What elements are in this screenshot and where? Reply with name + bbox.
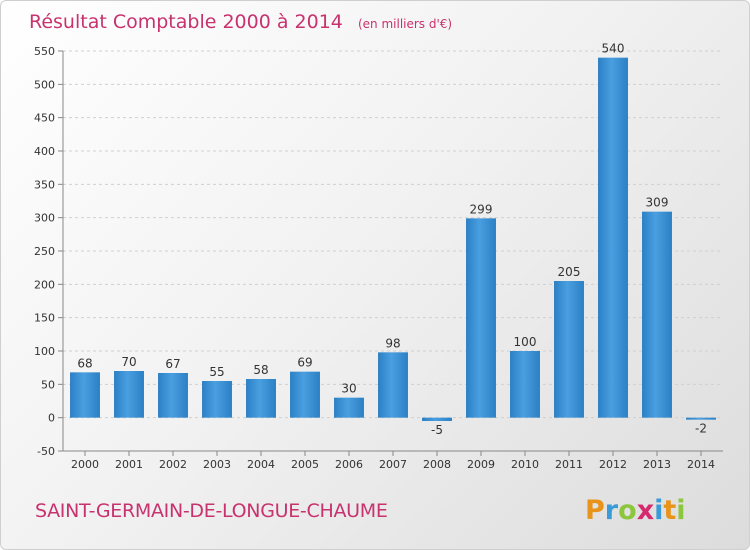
y-tick-label: 400 [34, 145, 55, 158]
x-tick-label-2006: 2006 [335, 458, 363, 471]
x-tick-label-2014: 2014 [687, 458, 715, 471]
bar-2011 [554, 281, 584, 418]
logo-letter: i [654, 495, 663, 526]
x-tick-label-2001: 2001 [115, 458, 143, 471]
bar-2006 [334, 397, 364, 418]
value-label-2002: 67 [165, 357, 180, 371]
x-tick-label-2011: 2011 [555, 458, 583, 471]
x-tick-label-2007: 2007 [379, 458, 407, 471]
y-tick-label: 50 [41, 378, 55, 391]
bar-layer [70, 57, 716, 421]
logo-letter: i [676, 495, 685, 526]
bar-2014 [686, 417, 716, 420]
chart-title-unit: (en milliers d'€) [358, 17, 452, 31]
value-label-2012: 540 [602, 42, 625, 56]
logo-letter: o [618, 495, 637, 526]
y-tick-label: -50 [37, 445, 55, 458]
bar-2008 [422, 417, 452, 421]
y-tick-label: 550 [34, 45, 55, 58]
bar-2002 [158, 373, 188, 418]
logo-letter: t [663, 495, 676, 526]
value-label-2013: 309 [646, 196, 669, 210]
y-tick-label: 100 [34, 345, 55, 358]
x-tick-label-2004: 2004 [247, 458, 275, 471]
bar-2001 [114, 371, 144, 418]
bar-2000 [70, 372, 100, 418]
value-label-2010: 100 [514, 335, 537, 349]
x-tick-label-2010: 2010 [511, 458, 539, 471]
x-tick-label-2005: 2005 [291, 458, 319, 471]
value-label-2007: 98 [385, 336, 400, 350]
value-label-2009: 299 [470, 202, 493, 216]
bar-2004 [246, 379, 276, 418]
x-tick-label-2000: 2000 [71, 458, 99, 471]
commune-name: SAINT-GERMAIN-DE-LONGUE-CHAUME [35, 500, 388, 522]
value-label-2005: 69 [297, 356, 312, 370]
x-tick-label-2008: 2008 [423, 458, 451, 471]
chart-title-main: Résultat Comptable 2000 à 2014 [29, 11, 343, 33]
y-tick-label: 350 [34, 178, 55, 191]
x-tick-label-2013: 2013 [643, 458, 671, 471]
bar-2007 [378, 352, 408, 418]
y-tick-label: 450 [34, 112, 55, 125]
value-label-2000: 68 [77, 356, 92, 370]
value-label-2003: 55 [209, 365, 224, 379]
bar-2013 [642, 211, 672, 418]
bar-2005 [290, 371, 320, 418]
value-label-2011: 205 [558, 265, 581, 279]
y-tick-label: 0 [48, 412, 55, 425]
logo-letter: r [605, 495, 619, 526]
logo-letter: x [637, 495, 654, 526]
y-tick-label: 250 [34, 245, 55, 258]
logo-letter: P [585, 495, 605, 526]
x-tick-label-2003: 2003 [203, 458, 231, 471]
y-tick-label: 150 [34, 312, 55, 325]
y-tick-label: 300 [34, 212, 55, 225]
x-tick-label-2002: 2002 [159, 458, 187, 471]
x-tick-label-2009: 2009 [467, 458, 495, 471]
value-label-2006: 30 [341, 382, 356, 396]
x-tick-label-2012: 2012 [599, 458, 627, 471]
y-tick-label: 200 [34, 278, 55, 291]
bar-2009 [466, 218, 496, 418]
value-label-2014: -2 [695, 422, 707, 436]
bar-2010 [510, 351, 540, 418]
proxiti-logo: Proxiti [585, 495, 686, 526]
value-label-2008: -5 [431, 423, 443, 437]
label-layer: 68 70 67 55 58 69 30 98 -5 299 100 205 540 309 -2 [77, 42, 707, 437]
axis-layer: -50 0 50 100 150 200 250 300 350 400 450 500 550 2000… [34, 45, 723, 471]
y-tick-label: 500 [34, 78, 55, 91]
bar-2012 [598, 57, 628, 418]
bar-2003 [202, 381, 232, 418]
value-label-2001: 70 [121, 355, 136, 369]
value-label-2004: 58 [253, 363, 268, 377]
chart-title: Résultat Comptable 2000 à 2014 (en milli… [29, 11, 452, 33]
